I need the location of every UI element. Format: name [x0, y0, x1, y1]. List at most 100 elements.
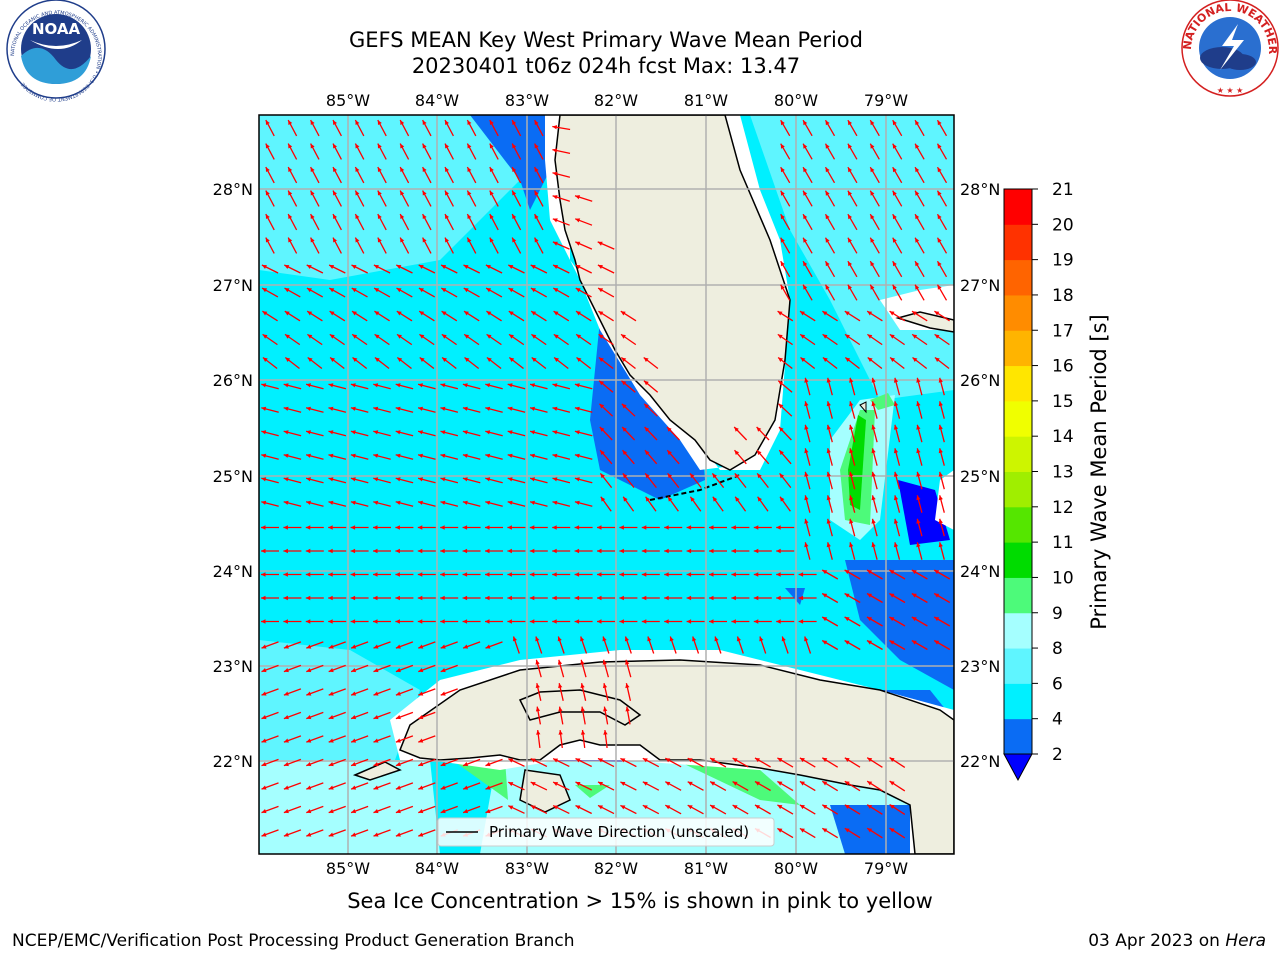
wave-arrow-head [489, 214, 494, 219]
wave-arrow-head [602, 683, 608, 689]
wave-arrow-head [871, 424, 876, 430]
wave-arrow-head [870, 237, 875, 243]
wave-arrow-head [529, 619, 535, 624]
wave-arrow-head [333, 214, 337, 219]
colorbar-tick-label: 9 [1052, 604, 1063, 624]
wave-arrow-head [265, 190, 270, 196]
wave-arrow-head [306, 691, 312, 696]
wave-arrow-head [422, 167, 427, 172]
wave-arrow-head [328, 595, 333, 601]
colorbar-tick-label: 6 [1052, 674, 1063, 694]
wave-arrow-head [485, 548, 490, 554]
wave-arrow-head [535, 706, 541, 712]
wave-arrow-head [507, 500, 513, 505]
wave-arrow-head [825, 284, 830, 290]
wave-arrow-head [530, 805, 536, 810]
wave-arrow-head [306, 406, 311, 411]
map-grid [259, 115, 954, 854]
wave-arrow-head [712, 496, 718, 502]
wave-arrow-head [486, 334, 492, 339]
nws-logo-icon: NATIONAL WEATHER SERVICE ★ ★ ★ [0, 0, 1279, 97]
wave-arrow-head [915, 237, 920, 243]
wave-arrow-head [261, 762, 267, 767]
wave-arrow-head [916, 424, 921, 430]
wave-arrow-head [374, 334, 380, 339]
wave-arrow-head [350, 383, 356, 388]
wave-arrow-head [512, 143, 517, 149]
wave-arrow-head [328, 644, 334, 649]
wave-arrow-head [283, 500, 289, 505]
wave-arrow-head [779, 450, 784, 455]
wave-arrow-head [351, 668, 357, 673]
wave-arrow-head [489, 237, 494, 243]
wave-arrow-head [709, 572, 714, 577]
wave-arrow-head [283, 809, 289, 814]
wave-arrow-head [938, 495, 943, 501]
wave-arrow-head [552, 500, 558, 505]
wave-arrow-head [776, 572, 781, 577]
wave-arrow-head [507, 477, 513, 482]
wave-arrow-head [283, 430, 289, 435]
wave-arrow-head [397, 357, 403, 362]
wave-arrow-head [373, 809, 379, 814]
lat-labels-right: 28°N 27°N 26°N 25°N 24°N 23°N 22°N [960, 180, 1000, 771]
wave-arrow-head [558, 683, 563, 689]
wave-arrow-head [261, 500, 267, 505]
wave-arrow-head [598, 288, 604, 293]
wave-arrow-head [531, 334, 537, 339]
wave-arrow-head [485, 809, 491, 814]
wave-arrow-head [445, 167, 449, 172]
wave-arrow-head [667, 450, 672, 455]
wave-arrow-head [847, 190, 852, 196]
wave-arrow-head [552, 218, 558, 223]
wave-arrow-head [422, 143, 427, 149]
wave-arrow-head [574, 383, 580, 388]
wave-arrow-head [374, 357, 380, 362]
wave-arrow-head [333, 143, 337, 149]
wave-arrow-head [552, 171, 558, 176]
wave-arrow-head [486, 311, 492, 316]
wave-arrow-head [736, 636, 741, 642]
wave-arrow-head [531, 311, 537, 316]
wave-arrow-head [780, 190, 785, 196]
wave-arrow-head [642, 758, 648, 763]
wave-arrow-head [463, 809, 469, 814]
wave-arrow-head [373, 572, 378, 577]
wave-arrow-head [350, 572, 356, 577]
wave-arrow-head [445, 214, 449, 219]
wave-arrow-head [306, 288, 312, 293]
wave-arrow-head [418, 644, 424, 649]
wave-arrow-head [508, 288, 514, 293]
wave-arrow-head [599, 403, 605, 409]
lat-label-right: 27°N [960, 276, 1000, 295]
wave-arrow-head [485, 595, 490, 601]
wave-arrow-head [418, 430, 423, 435]
lon-label-top: 84°W [415, 91, 459, 110]
wave-arrow-head [507, 406, 513, 411]
wave-arrow-head [507, 572, 512, 577]
lat-label-left: 26°N [213, 371, 253, 390]
wave-arrow-head [870, 120, 875, 126]
wave-arrow-head [938, 471, 943, 477]
wave-arrow-head [509, 334, 514, 339]
wave-arrow-head [915, 190, 920, 196]
wave-arrow-head [934, 357, 940, 362]
colorbar-cell [1004, 718, 1032, 755]
wave-arrow-head [377, 120, 382, 125]
wave-arrow-head [799, 828, 805, 833]
wave-arrow-head [620, 311, 626, 316]
wave-arrow-head [826, 448, 831, 454]
wave-arrow-head [871, 448, 876, 454]
wave-arrow-head [625, 659, 630, 665]
wave-arrow-head [352, 357, 358, 362]
wave-arrow-head [598, 357, 604, 362]
colorbar-cell [1004, 330, 1032, 367]
wave-arrow-head [799, 781, 805, 786]
wave-arrow-head [844, 757, 850, 762]
colorbar-cell [1004, 648, 1032, 684]
wave-arrow-head [440, 383, 446, 388]
wave-arrow-head [867, 640, 872, 645]
wave-arrow-head [306, 500, 311, 505]
wave-arrow-head [529, 548, 535, 554]
credit-text: NCEP/EMC/Verification Post Processing Pr… [12, 931, 575, 951]
